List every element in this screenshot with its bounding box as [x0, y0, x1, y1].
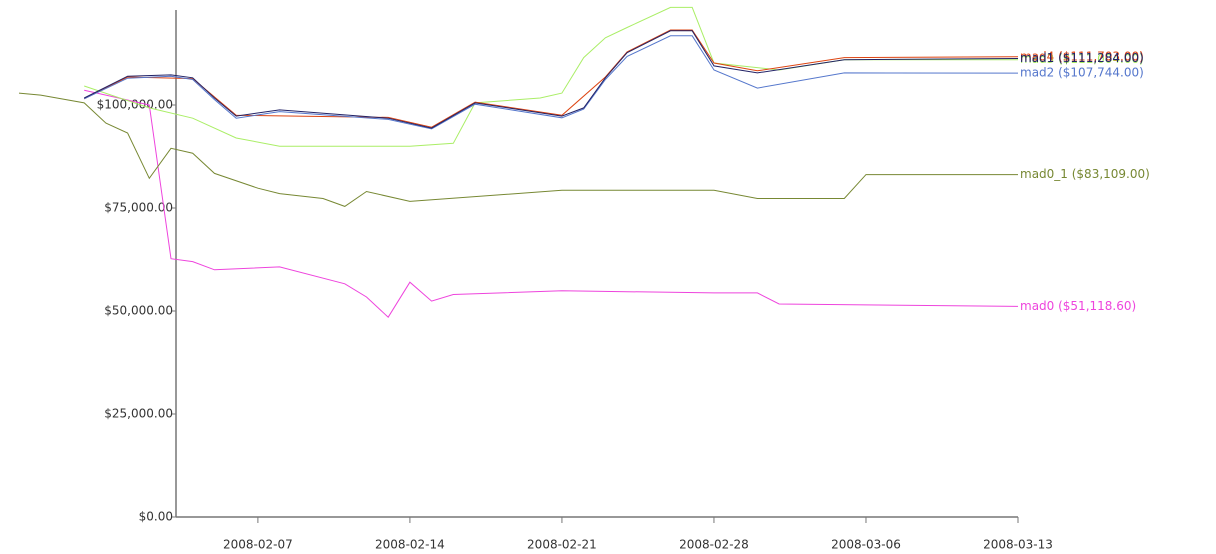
series-label: mad2 ($107,744.00)	[1020, 66, 1144, 80]
series-line	[84, 89, 1019, 318]
y-tick-label: $75,000.00	[104, 201, 173, 215]
x-tick-label: 2008-02-21	[527, 538, 597, 552]
y-tick-label: $100,000.00	[97, 98, 173, 112]
series-label: mad0 ($51,118.60)	[1020, 299, 1136, 313]
x-tick-label: 2008-02-14	[375, 538, 445, 552]
x-tick-label: 2008-02-28	[679, 538, 749, 552]
series-line	[84, 6, 1018, 147]
series-label: mad0_1 ($83,109.00)	[1020, 167, 1150, 181]
series-label: mad3 ($111,004.00)	[1020, 52, 1144, 66]
series-line	[83, 30, 1019, 129]
x-tick-label: 2008-02-07	[223, 538, 293, 552]
series-line	[18, 92, 1018, 207]
series-label: mad1 ($111,284.00)	[1020, 51, 1144, 65]
y-tick-label: $50,000.00	[104, 304, 173, 318]
y-tick-label: $25,000.00	[104, 407, 173, 421]
x-tick-label: 2008-03-13	[983, 538, 1053, 552]
series-line	[83, 29, 1019, 128]
y-tick-label: $0.00	[139, 510, 173, 524]
series-line	[83, 35, 1019, 130]
series-label: mad4 ($111,703.00)	[1020, 49, 1144, 63]
x-tick-label: 2008-03-06	[831, 538, 901, 552]
